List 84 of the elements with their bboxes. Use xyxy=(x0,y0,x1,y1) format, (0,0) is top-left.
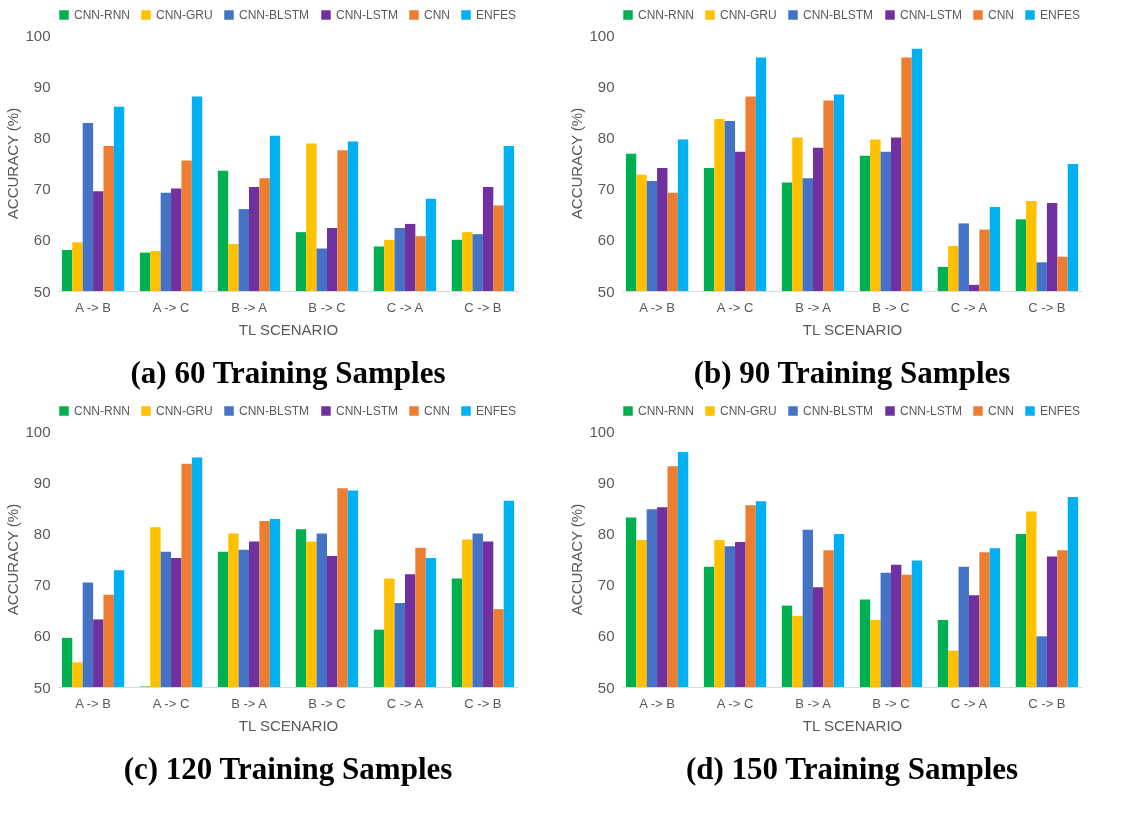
y-tick-label: 80 xyxy=(33,524,51,542)
legend-label: CNN-GRU xyxy=(720,404,777,418)
legend-label: CNN-GRU xyxy=(720,8,777,22)
legend-label: CNN-LSTM xyxy=(900,404,962,418)
y-tick-label: 50 xyxy=(597,282,615,300)
y-tick-label: 60 xyxy=(33,627,51,645)
y-tick-label: 70 xyxy=(33,180,51,198)
text: (c) 120 Training Samples xyxy=(123,751,453,786)
x-tick-label: A -> C xyxy=(716,695,754,711)
legend-label: CNN-LSTM xyxy=(336,404,398,418)
x-axis-title: TL SCENARIO xyxy=(238,716,339,734)
legend-label: CNN-LSTM xyxy=(336,8,398,22)
x-tick-label: C -> B xyxy=(1028,299,1066,315)
y-axis-title: ACCURACY (%) xyxy=(4,503,22,616)
legend-label: ENFES xyxy=(476,404,517,418)
x-tick-label: B -> C xyxy=(872,299,910,315)
y-tick-label: 90 xyxy=(597,473,615,491)
y-tick-label: 90 xyxy=(597,77,615,95)
legend-label: CNN-RNN xyxy=(74,404,130,418)
x-axis-title: TL SCENARIO xyxy=(802,320,903,338)
y-tick-label: 90 xyxy=(33,77,51,95)
x-tick-label: A -> C xyxy=(152,299,190,315)
legend-label: CNN-LSTM xyxy=(900,8,962,22)
y-axis-title: ACCURACY (%) xyxy=(4,107,22,220)
y-tick-label: 60 xyxy=(597,231,615,249)
x-tick-label: A -> B xyxy=(75,695,111,711)
y-tick-label: 50 xyxy=(33,678,51,696)
legend-label: ENFES xyxy=(1040,8,1081,22)
x-tick-label: C -> A xyxy=(950,695,988,711)
x-tick-label: C -> A xyxy=(386,695,424,711)
legend-label: CNN xyxy=(424,404,450,418)
x-tick-label: C -> A xyxy=(950,299,988,315)
x-tick-label: C -> A xyxy=(386,299,424,315)
text: (a) 60 Training Samples xyxy=(130,355,446,390)
legend-label: ENFES xyxy=(1040,404,1081,418)
y-tick-label: 60 xyxy=(33,231,51,249)
x-tick-label: B -> C xyxy=(308,299,346,315)
y-axis-title: ACCURACY (%) xyxy=(568,503,586,616)
legend-label: CNN-BLSTM xyxy=(803,8,874,22)
y-tick-label: 80 xyxy=(597,524,615,542)
x-tick-label: A -> B xyxy=(75,299,111,315)
x-tick-label: C -> B xyxy=(1028,695,1066,711)
x-axis-title: TL SCENARIO xyxy=(802,716,903,734)
legend-label: CNN-BLSTM xyxy=(239,404,310,418)
y-tick-label: 90 xyxy=(33,473,51,491)
legend-label: CNN-RNN xyxy=(74,8,130,22)
x-axis-title: TL SCENARIO xyxy=(238,320,339,338)
y-tick-label: 80 xyxy=(33,128,51,146)
y-tick-label: 60 xyxy=(597,627,615,645)
legend-label: CNN xyxy=(424,8,450,22)
text: (d) 150 Training Samples xyxy=(685,751,1019,786)
y-tick-label: 70 xyxy=(33,576,51,594)
y-tick-label: 80 xyxy=(597,128,615,146)
y-tick-label: 50 xyxy=(33,282,51,300)
x-tick-label: B -> C xyxy=(308,695,346,711)
x-tick-label: A -> C xyxy=(716,299,754,315)
y-tick-label: 100 xyxy=(589,422,615,440)
y-tick-label: 70 xyxy=(597,180,615,198)
x-tick-label: B -> A xyxy=(231,299,268,315)
legend-label: CNN-RNN xyxy=(638,8,694,22)
x-tick-label: A -> C xyxy=(152,695,190,711)
y-tick-label: 100 xyxy=(589,26,615,44)
y-tick-label: 100 xyxy=(25,422,51,440)
x-tick-label: B -> A xyxy=(231,695,268,711)
x-tick-label: C -> B xyxy=(464,299,502,315)
legend-label: ENFES xyxy=(476,8,517,22)
legend-label: CNN xyxy=(988,404,1014,418)
legend-label: CNN-GRU xyxy=(156,404,213,418)
y-axis-title: ACCURACY (%) xyxy=(568,107,586,220)
y-tick-label: 50 xyxy=(597,678,615,696)
legend-label: CNN xyxy=(988,8,1014,22)
y-tick-label: 70 xyxy=(597,576,615,594)
legend-label: CNN-BLSTM xyxy=(239,8,310,22)
x-tick-label: C -> B xyxy=(464,695,502,711)
y-tick-label: 100 xyxy=(25,26,51,44)
legend-label: CNN-RNN xyxy=(638,404,694,418)
text: (b) 90 Training Samples xyxy=(693,355,1011,390)
x-tick-label: B -> A xyxy=(795,299,832,315)
x-tick-label: A -> B xyxy=(639,695,675,711)
x-tick-label: B -> A xyxy=(795,695,832,711)
legend-label: CNN-BLSTM xyxy=(803,404,874,418)
x-tick-label: A -> B xyxy=(639,299,675,315)
legend-label: CNN-GRU xyxy=(156,8,213,22)
x-tick-label: B -> C xyxy=(872,695,910,711)
